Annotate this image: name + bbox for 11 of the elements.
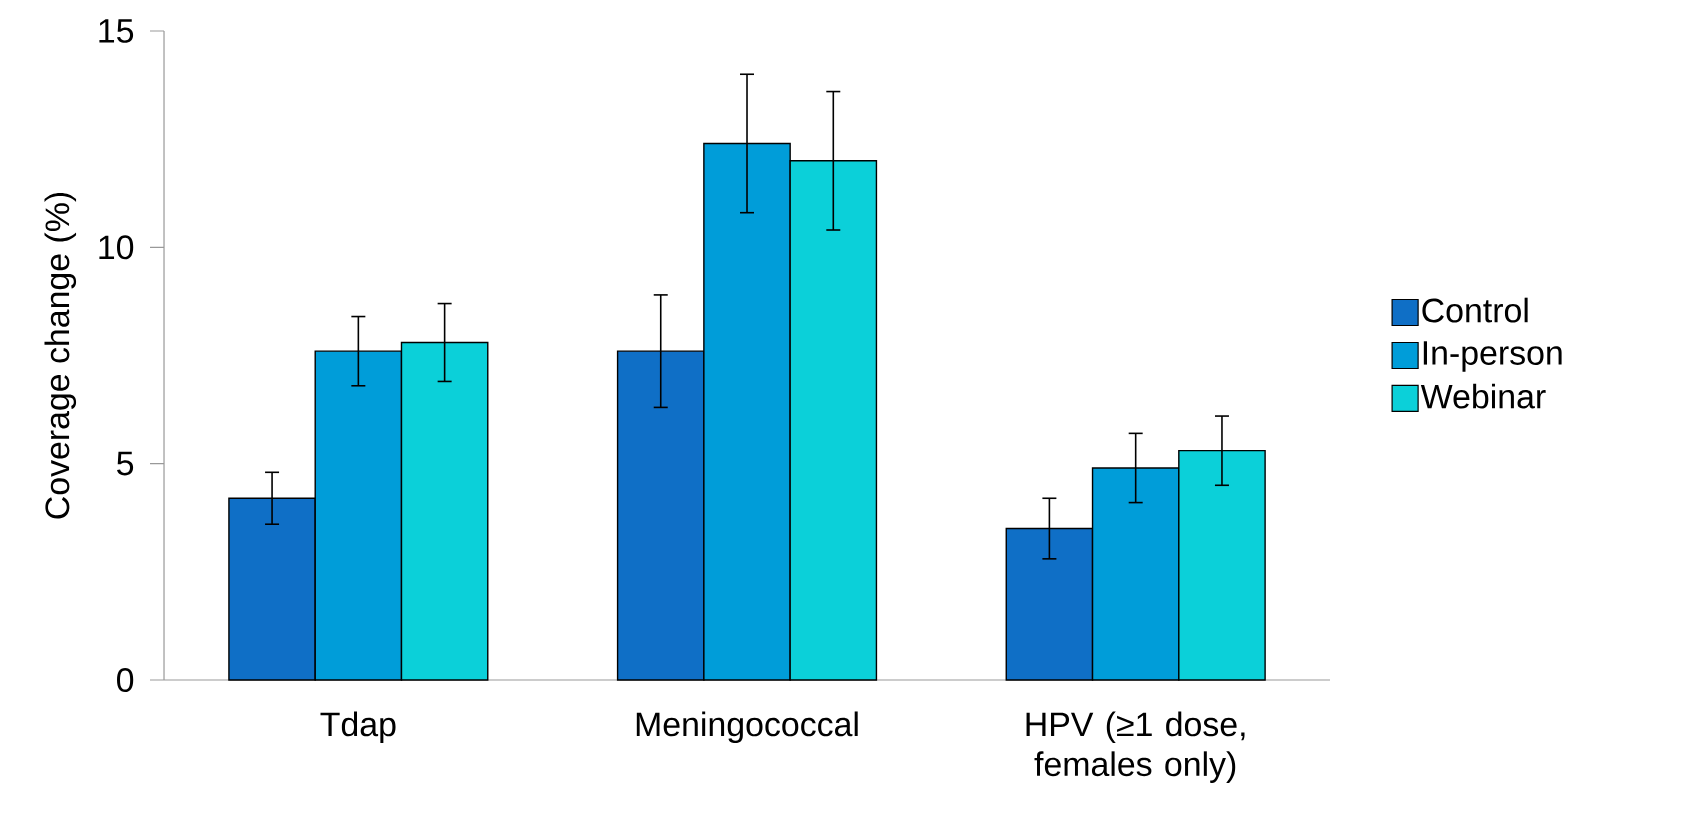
y-axis-title: Coverage change (%) [44,192,77,519]
y-tick-label: 10 [99,235,134,260]
y-tick-label: 5 [117,451,134,476]
legend-label: In-person [1423,341,1562,372]
x-tick-label: Tdap [320,711,396,744]
legend-label: Webinar [1420,383,1546,409]
legend-label: Control [1422,297,1528,323]
y-tick-label: 0 [117,667,134,692]
y-tick-label: 15 [99,19,134,43]
x-tick-label: Meningococcal [636,711,858,744]
x-tick-label: HPV (≥1 dose, females only) [1026,711,1245,783]
